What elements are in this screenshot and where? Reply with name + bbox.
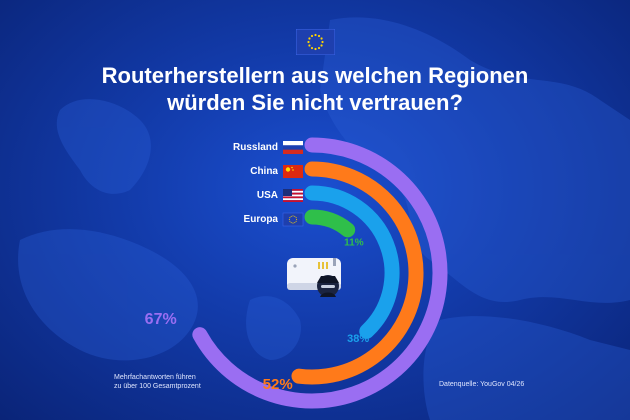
bar-europa xyxy=(304,209,356,238)
us-flag-icon xyxy=(283,189,303,202)
title-line-2: würden Sie nicht vertrauen? xyxy=(167,90,463,115)
ru-flag-icon xyxy=(283,141,303,154)
footnote: Mehrfachantworten führen zu über 100 Ges… xyxy=(114,373,201,391)
category-label-russland: Russland xyxy=(233,142,278,153)
cn-flag-icon xyxy=(283,165,303,178)
chart-title: Routerherstellern aus welchen Regionen w… xyxy=(0,62,630,116)
value-label-russland: 67% xyxy=(145,311,177,328)
category-label-usa: USA xyxy=(257,190,278,201)
source-note: Datenquelle: YouGov 04/26 xyxy=(439,381,525,388)
category-label-china: China xyxy=(250,166,278,177)
eu-flag-icon xyxy=(282,212,304,227)
value-label-usa: 38% xyxy=(347,333,369,345)
bar-russland xyxy=(192,137,448,409)
bar-china xyxy=(291,161,424,385)
eu-flag-icon xyxy=(296,29,335,55)
value-label-europa: 11% xyxy=(344,238,364,249)
category-label-europa: Europa xyxy=(244,214,279,225)
value-label-china: 52% xyxy=(263,376,293,393)
footnote-line-1: Mehrfachantworten führen xyxy=(114,374,196,381)
footnote-line-2: zu über 100 Gesamtprozent xyxy=(114,383,201,390)
bar-usa xyxy=(304,185,400,339)
router-spy-icon xyxy=(287,258,341,297)
title-line-1: Routerherstellern aus welchen Regionen xyxy=(101,63,529,88)
